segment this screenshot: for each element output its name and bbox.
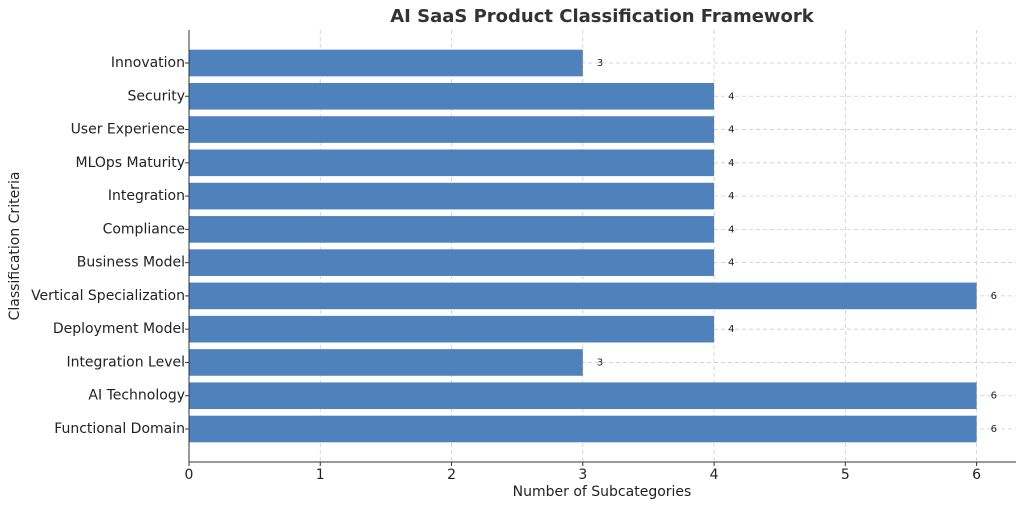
y-tick-label: Innovation: [111, 55, 185, 71]
value-label: 4: [728, 191, 734, 202]
x-axis-label: Number of Subcategories: [513, 484, 692, 500]
value-label: 4: [728, 158, 734, 169]
y-tick-label: Compliance: [103, 221, 185, 237]
bar: [189, 149, 715, 177]
y-tick-label: Business Model: [77, 255, 185, 271]
bar: [189, 82, 715, 110]
x-tick-label: 2: [447, 467, 456, 483]
x-tick-label: 4: [710, 467, 719, 483]
bar: [189, 282, 977, 310]
y-tick-label: Integration Level: [66, 354, 185, 370]
bar: [189, 315, 715, 343]
y-axis-label: Classification Criteria: [7, 172, 23, 321]
value-label: 4: [728, 125, 734, 136]
bar: [189, 216, 715, 243]
value-label: 6: [991, 391, 997, 402]
bar: [189, 49, 583, 77]
x-tick-label: 5: [841, 467, 850, 483]
y-tick-label: Deployment Model: [53, 321, 185, 337]
y-tick-label: User Experience: [71, 122, 185, 138]
bar: [189, 249, 715, 276]
value-label: 3: [597, 58, 603, 69]
y-tick-label: AI Technology: [88, 388, 185, 404]
y-tick-label: Integration: [108, 188, 185, 204]
y-tick-label: Security: [128, 88, 186, 104]
y-tick-label: Vertical Specialization: [31, 288, 185, 304]
x-tick-label: 3: [578, 467, 587, 483]
x-tick-label: 0: [185, 467, 194, 483]
bar: [189, 349, 583, 376]
value-label: 4: [728, 324, 734, 335]
bar: [189, 182, 715, 210]
value-label: 4: [728, 258, 734, 269]
y-tick-label: Functional Domain: [54, 421, 185, 437]
value-label: 6: [991, 291, 997, 302]
value-label: 6: [991, 424, 997, 435]
x-tick-label: 1: [316, 467, 325, 483]
value-label: 3: [597, 357, 603, 368]
y-tick-label: MLOps Maturity: [76, 155, 185, 171]
bar: [189, 382, 977, 410]
x-tick-label: 6: [972, 467, 981, 483]
bar: [189, 116, 715, 143]
value-label: 4: [728, 91, 734, 102]
value-label: 4: [728, 224, 734, 235]
bar: [189, 415, 977, 443]
chart-title: AI SaaS Product Classification Framework: [390, 6, 815, 27]
